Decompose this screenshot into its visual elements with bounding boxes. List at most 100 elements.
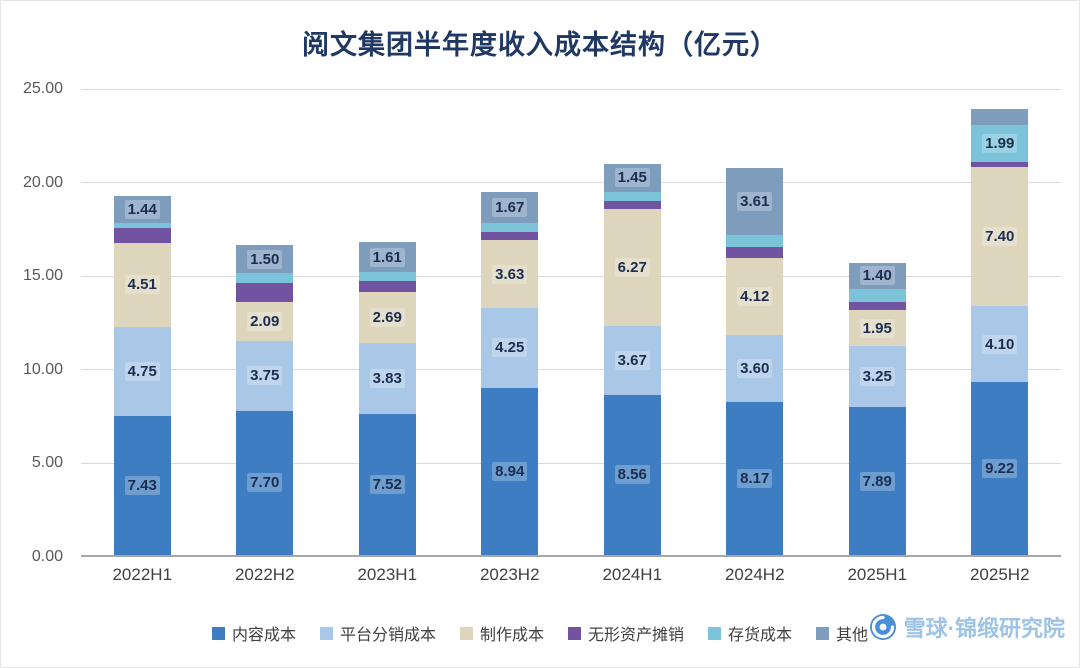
legend-label: 存货成本 [728, 627, 793, 644]
bar-slot: 7.43 4.75 4.51 1.44 [81, 89, 204, 555]
bar-value-label: 1.61 [369, 247, 405, 267]
bar-value-label: 1.67 [492, 198, 528, 218]
legend: 内容成本 平台分销成本 制作成本 无形资产摊销 存货成本 其他 [1, 621, 1079, 645]
legend-item: 内容成本 [211, 621, 296, 645]
legend-swatch [568, 626, 581, 640]
bar-segment: 1.50 [236, 245, 294, 274]
x-axis-label: 2023H2 [479, 565, 540, 584]
bar-segment: 7.70 [236, 410, 294, 555]
bar-segment: 1.44 [113, 196, 171, 223]
bar-segment: 3.61 [726, 167, 784, 236]
bar-value-label: 3.83 [369, 368, 405, 388]
y-tick-label: 20.00 [22, 173, 63, 191]
stacked-bar-2022h1: 7.43 4.75 4.51 1.44 [113, 196, 171, 555]
bar-slot: 7.89 3.25 1.95 1.40 [816, 89, 939, 555]
xueqiu-snowball-icon [869, 613, 897, 641]
bar-segment: 4.12 [726, 257, 784, 335]
bars-row: 7.43 4.75 4.51 1.44 7.70 3.75 2.09 1.50 7.52 3.83… [81, 89, 1061, 555]
bar-segment: 3.75 [236, 340, 294, 411]
watermark: 雪球·锦缎研究院 [869, 611, 1065, 643]
bar-value-label: 3.25 [859, 367, 895, 387]
bar-segment [358, 280, 416, 293]
bar-segment [481, 231, 539, 241]
bar-slot: 9.22 4.10 7.40 1.99 [939, 89, 1062, 555]
bar-value-label: 4.75 [124, 361, 160, 381]
legend-swatch [211, 626, 225, 640]
bar-value-label: 8.56 [614, 465, 650, 485]
x-axis-label: 2022H2 [234, 565, 295, 584]
x-axis-label: 2025H2 [969, 565, 1030, 584]
legend-label: 平台分销成本 [339, 627, 436, 644]
legend-label: 无形资产摊销 [588, 627, 685, 644]
bar-segment: 4.10 [971, 305, 1029, 383]
legend-swatch [708, 626, 722, 640]
stacked-bar-2023h2: 8.94 4.25 3.63 1.67 [481, 192, 539, 555]
bar-value-label: 1.45 [614, 168, 650, 188]
chart-title: 阅文集团半年度收入成本结构（亿元） [302, 30, 778, 60]
bar-segment: 6.27 [603, 208, 661, 327]
bar-value-label: 6.27 [614, 257, 650, 277]
watermark-text: 雪球·锦缎研究院 [903, 616, 1065, 641]
legend-swatch [459, 626, 473, 640]
legend-item: 平台分销成本 [319, 621, 436, 645]
gridline [81, 182, 1061, 184]
bar-segment [726, 247, 784, 258]
y-axis: 0.00 5.00 10.00 15.00 20.00 25.00 [1, 80, 73, 565]
bar-segment [971, 109, 1029, 126]
bar-segment [603, 200, 661, 209]
bar-segment [971, 162, 1029, 168]
bar-segment [358, 272, 416, 281]
bar-value-label: 4.25 [492, 338, 528, 358]
bar-segment: 3.67 [603, 326, 661, 395]
x-axis-label: 2022H1 [112, 565, 173, 584]
bar-segment: 9.22 [971, 382, 1029, 555]
bar-value-label: 1.99 [982, 134, 1018, 154]
y-tick-label: 15.00 [22, 267, 63, 285]
bar-segment [113, 227, 171, 243]
bar-segment: 7.89 [848, 407, 906, 555]
bar-value-label: 7.52 [369, 475, 405, 495]
bar-segment [113, 222, 171, 228]
bar-value-label: 1.50 [247, 249, 283, 269]
bar-segment: 4.25 [481, 308, 539, 388]
gridline [81, 89, 1061, 90]
bar-segment: 3.60 [726, 334, 784, 403]
bar-value-label: 7.40 [982, 226, 1018, 246]
bar-segment: 7.52 [358, 414, 416, 555]
bar-segment: 1.40 [848, 262, 906, 290]
bar-segment: 4.75 [113, 327, 171, 416]
legend-label: 内容成本 [231, 627, 296, 644]
bar-value-label: 3.75 [247, 366, 283, 386]
legend-item: 其他 [816, 621, 868, 645]
stacked-bar-2024h2: 8.17 3.60 4.12 3.61 [726, 167, 784, 555]
bar-segment [848, 289, 906, 303]
bar-slot: 8.56 3.67 6.27 1.45 [571, 89, 694, 555]
bar-value-label: 7.89 [859, 471, 895, 491]
bar-value-label: 1.40 [859, 266, 895, 286]
bar-slot: 8.94 4.25 3.63 1.67 [449, 89, 572, 555]
bar-segment: 1.95 [848, 309, 906, 347]
bar-value-label: 9.22 [982, 459, 1018, 479]
bar-value-label: 3.67 [614, 350, 650, 370]
bar-slot: 7.52 3.83 2.69 1.61 [326, 89, 449, 555]
gridline [81, 275, 1061, 277]
stacked-bar-2022h2: 7.70 3.75 2.09 1.50 [236, 245, 294, 555]
bar-segment: 1.61 [358, 242, 416, 273]
x-axis-label: 2024H2 [724, 565, 785, 584]
x-axis-label: 2023H1 [357, 565, 418, 584]
bar-segment: 2.69 [358, 292, 416, 343]
legend-label: 其他 [836, 627, 869, 644]
legend-swatch [319, 626, 333, 640]
bar-segment [236, 282, 294, 302]
legend-swatch [816, 626, 830, 640]
stacked-bar-2023h1: 7.52 3.83 2.69 1.61 [358, 242, 416, 555]
bar-value-label: 7.43 [124, 475, 160, 495]
x-axis-label: 2024H1 [602, 565, 663, 584]
x-axis-label: 2025H1 [847, 565, 908, 584]
bar-segment: 1.45 [603, 164, 661, 192]
bar-segment: 1.67 [481, 192, 539, 224]
bar-segment: 4.51 [113, 242, 171, 328]
y-tick-label: 5.00 [31, 454, 63, 472]
bar-value-label: 3.63 [492, 264, 528, 284]
